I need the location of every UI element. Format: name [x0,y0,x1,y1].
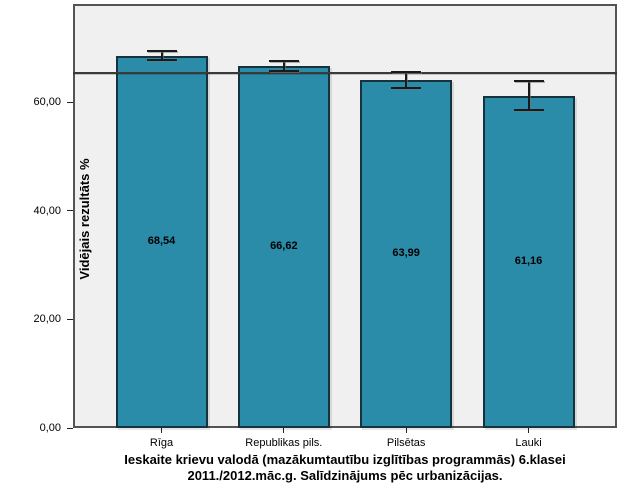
x-axis-category-label: Lauki [515,437,542,449]
x-axis-tick [528,428,529,433]
bar-value-label: 61,16 [514,254,543,267]
y-axis-tick [67,318,73,320]
error-bar-cap-lower [391,87,422,90]
error-bar-cap-lower [268,70,299,73]
error-bar-stem [527,81,530,111]
bar-value-label: 68,54 [147,234,176,247]
bar-4 [482,95,575,428]
y-axis-tick-label: 0,00 [39,422,61,434]
y-axis-tick [67,210,73,212]
x-axis-tick [283,428,285,433]
reference-line [73,72,617,75]
bar-3 [360,80,453,428]
bar-1 [115,55,208,428]
y-axis-title: Vidējais rezultāts % [77,158,92,280]
error-bar-cap-upper [391,71,422,74]
x-axis-category-label: Republikas pils. [245,437,323,449]
error-bar-cap-upper [146,49,177,52]
y-axis-tick [67,427,73,429]
y-axis-tick-label: 40,00 [33,204,61,217]
plot-layer: Vidējais rezultāts % 68,54 66,62 63,99 61,1… [33,4,617,449]
error-bar-cap-upper [268,59,299,62]
bar-value-label: 66,62 [270,240,298,253]
x-axis-category-label: Rīga [149,437,174,449]
error-bar-stem [160,50,163,61]
chart-title: Ieskaite krievu valodā (mazākumtautību i… [45,452,625,484]
y-axis-tick [67,101,73,103]
error-bar-stem [282,60,285,72]
error-bar-cap-lower [513,109,544,112]
x-axis-tick [405,428,407,433]
error-bar-cap-upper [513,80,544,83]
bar-2 [237,66,330,428]
bar-value-label: 63,99 [392,247,420,260]
y-axis-tick-label: 60,00 [33,96,61,108]
chart-title-line-2: 2011./2012.māc.g. Salīdzinājums pēc urba… [187,468,503,483]
y-axis-tick-label: 20,00 [33,313,61,326]
error-bar-cap-lower [146,59,177,62]
x-axis-tick [161,428,162,433]
error-bar-stem [405,72,408,89]
chart-title-line-1: Ieskaite krievu valodā (mazākumtautību i… [124,452,566,467]
x-axis-category-label: Pilsētas [386,437,426,449]
